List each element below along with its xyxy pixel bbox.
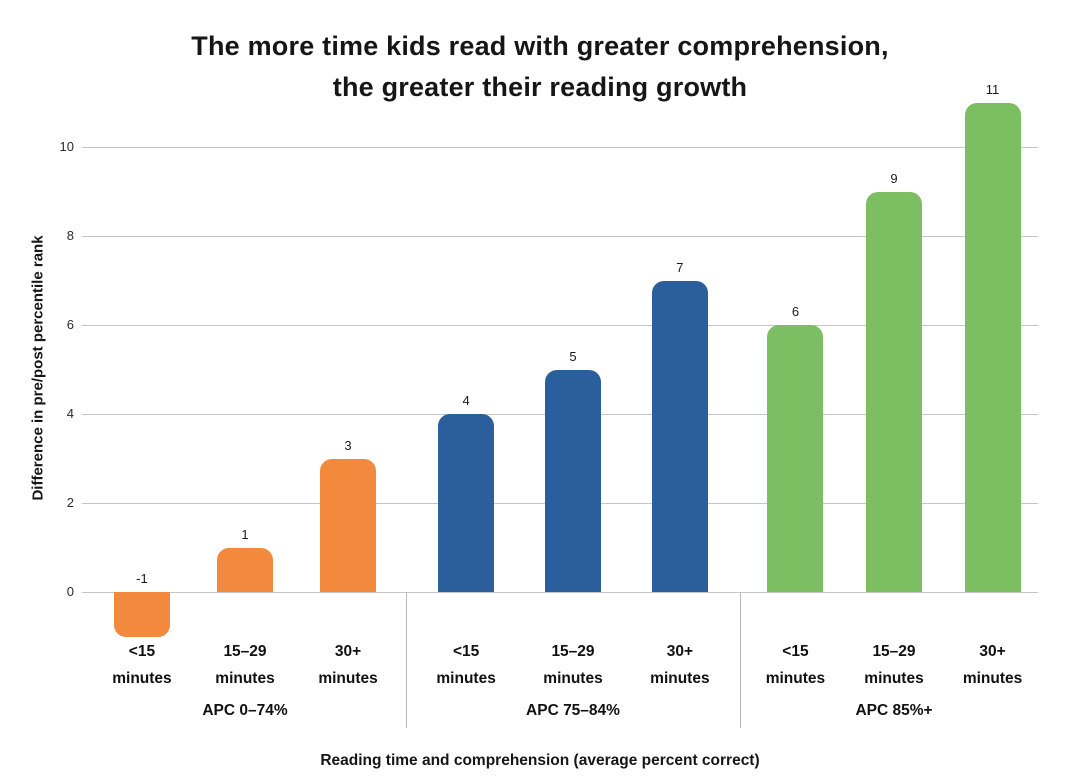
bar-category-label: 30+ minutes bbox=[318, 643, 378, 687]
bar-category-label: <15 minutes bbox=[112, 643, 172, 687]
bar-category-label: 15–29 minutes bbox=[543, 643, 603, 687]
group-label: APC 75–84% bbox=[526, 702, 620, 719]
bar-value-label: 3 bbox=[344, 437, 352, 453]
bar-value-label: 7 bbox=[676, 259, 684, 275]
bar-value-label: 5 bbox=[569, 348, 577, 364]
y-tick-label: 10 bbox=[59, 139, 74, 154]
bar-value-label: 4 bbox=[462, 393, 470, 408]
y-tick-label: 6 bbox=[66, 317, 74, 332]
bar-category-label: <15 minutes bbox=[765, 643, 826, 687]
bar-value-label: 11 bbox=[985, 81, 1000, 97]
group-label: APC 85%+ bbox=[855, 702, 933, 719]
bar bbox=[767, 325, 824, 592]
gridline bbox=[82, 236, 1038, 237]
group-divider bbox=[406, 592, 407, 728]
x-axis-title: Reading time and comprehension (average … bbox=[320, 752, 760, 769]
bar bbox=[651, 280, 708, 592]
gridline bbox=[82, 325, 1038, 326]
chart-title: The more time kids read with greater com… bbox=[191, 31, 889, 102]
gridline bbox=[82, 147, 1038, 148]
y-tick-label: 0 bbox=[66, 584, 74, 599]
bar-value-label: -1 bbox=[136, 571, 148, 586]
bar-value-label: 6 bbox=[791, 304, 800, 319]
bar bbox=[866, 191, 922, 592]
bar bbox=[545, 369, 601, 592]
bar bbox=[438, 414, 495, 592]
bar-category-label: 15–29 minutes bbox=[215, 643, 275, 687]
bar bbox=[113, 592, 170, 637]
bar-value-label: 1 bbox=[241, 526, 249, 542]
bar-category-label: <15 minutes bbox=[436, 643, 496, 687]
y-tick-label: 2 bbox=[66, 495, 74, 510]
bar bbox=[964, 102, 1021, 592]
bar-category-label: 30+ minutes bbox=[650, 643, 710, 687]
group-divider bbox=[740, 592, 741, 728]
y-tick-label: 4 bbox=[66, 406, 74, 421]
bar-category-label: 15–29 minutes bbox=[864, 643, 924, 687]
bar bbox=[320, 458, 377, 592]
gridline bbox=[82, 592, 1038, 593]
bar bbox=[217, 547, 273, 592]
bar-category-label: 30+ minutes bbox=[962, 643, 1023, 687]
bar-value-label: 9 bbox=[890, 170, 898, 186]
group-label: APC 0–74% bbox=[202, 702, 288, 719]
y-tick-label: 8 bbox=[66, 228, 74, 243]
